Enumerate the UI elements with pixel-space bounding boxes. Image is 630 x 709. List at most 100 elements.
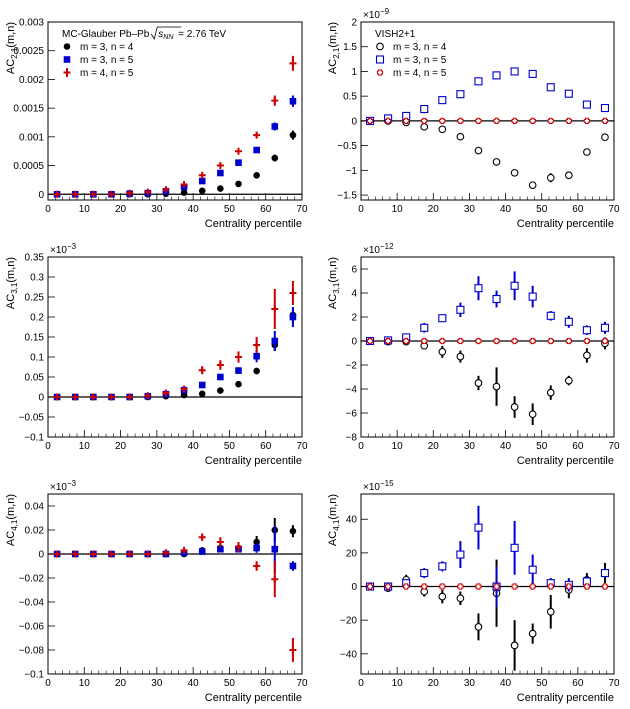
y-exponent-label: ×10−9: [363, 7, 390, 21]
y-tick-label: 0: [38, 393, 44, 404]
data-point: [89, 550, 97, 558]
y-axis-label: AC2,1(m,n): [5, 22, 19, 74]
data-point: [546, 607, 555, 616]
data-point: [217, 545, 224, 553]
data-point: [235, 353, 242, 361]
data-point: [216, 538, 224, 546]
y-tick-label: 0.04: [25, 502, 45, 513]
data-point: [198, 533, 206, 541]
data-point: [564, 89, 573, 98]
data-point: [456, 305, 465, 314]
data-point: [89, 393, 97, 401]
series-3: [366, 583, 609, 590]
data-point: [583, 351, 591, 360]
data-point: [439, 117, 446, 124]
data-point: [439, 337, 446, 345]
y-tick-label: 0.3: [30, 273, 44, 284]
data-point: [216, 361, 224, 369]
data-point: [71, 393, 79, 401]
data-point: [528, 69, 537, 78]
series-1: [366, 337, 609, 425]
y-tick-label: −0.5: [337, 141, 357, 152]
data-point: [511, 337, 518, 345]
y-tick-label: 1: [351, 67, 357, 78]
x-tick-label: 20: [115, 441, 127, 452]
data-point: [108, 393, 115, 401]
data-point: [253, 544, 260, 552]
series-1: [366, 559, 609, 671]
data-point: [180, 546, 188, 554]
energy-label: sNN = 2.76 TeV: [158, 29, 226, 41]
y-tick-label: 0: [351, 337, 357, 348]
series-2: [53, 307, 297, 401]
y-exponent-label: ×10−15: [363, 479, 394, 493]
data-point: [403, 337, 410, 345]
data-point: [456, 352, 465, 361]
legend-entry: m = 3, n = 4: [63, 42, 134, 53]
data-point: [289, 131, 297, 139]
data-point: [198, 366, 206, 374]
data-point: [144, 550, 152, 558]
data-point: [601, 133, 609, 142]
y-tick-label: 0.001: [19, 132, 44, 143]
plot-frame: [47, 21, 303, 201]
y-tick-label: 0.2: [30, 313, 44, 324]
x-tick-label: 60: [572, 204, 584, 215]
x-axis-label: Centrality percentile: [517, 692, 614, 704]
data-point: [528, 181, 537, 190]
y-axis-label: AC4,1(m,n): [5, 494, 19, 546]
data-point: [546, 83, 555, 92]
data-point: [600, 103, 610, 113]
x-tick-label: 20: [428, 678, 440, 689]
data-point: [583, 337, 590, 345]
data-point: [510, 403, 519, 411]
x-tick-label: 20: [115, 204, 127, 215]
y-tick-label: −8: [346, 433, 358, 444]
data-point: [198, 171, 206, 179]
data-point: [271, 545, 279, 553]
data-point: [492, 382, 501, 391]
x-tick-label: 60: [572, 441, 584, 452]
data-point: [546, 173, 555, 182]
data-point: [289, 562, 297, 570]
data-point: [456, 132, 465, 141]
data-point: [583, 148, 591, 156]
data-point: [235, 543, 242, 551]
data-point: [492, 71, 501, 80]
y-tick-label: 20: [346, 548, 358, 559]
y-tick-label: 0.25: [25, 293, 45, 304]
x-tick-label: 40: [500, 204, 512, 215]
data-point: [474, 379, 483, 387]
data-point: [420, 104, 429, 114]
data-point: [126, 189, 134, 197]
data-point: [474, 623, 483, 631]
x-tick-label: 30: [464, 441, 476, 452]
data-point: [366, 337, 374, 345]
data-point: [493, 583, 500, 590]
data-point: [601, 117, 609, 124]
legend-label: m = 3, n = 5: [80, 55, 134, 66]
y-tick-label: 0.02: [25, 526, 45, 537]
series-3: [53, 55, 297, 198]
legend-label: m = 3, n = 4: [393, 42, 447, 53]
data-point: [235, 367, 242, 374]
data-point: [546, 311, 555, 320]
x-tick-label: 50: [224, 204, 236, 215]
y-tick-label: 0.003: [19, 18, 44, 29]
data-point: [53, 550, 61, 558]
y-axis-label: AC4,1(m,n): [327, 494, 341, 546]
data-point: [510, 168, 519, 177]
x-tick-label: 60: [260, 678, 272, 689]
data-point: [253, 352, 260, 360]
data-point: [438, 562, 447, 571]
data-point: [529, 117, 536, 124]
data-point: [457, 337, 464, 345]
data-point: [253, 538, 260, 546]
data-point: [253, 367, 260, 375]
data-point: [600, 569, 610, 578]
data-point: [253, 562, 261, 570]
y-tick-label: 0.0015: [13, 104, 44, 115]
y-axis-label: AC3,1(m,n): [5, 257, 19, 309]
data-point: [63, 56, 71, 63]
legend-label: m = 4, n = 5: [393, 68, 447, 79]
